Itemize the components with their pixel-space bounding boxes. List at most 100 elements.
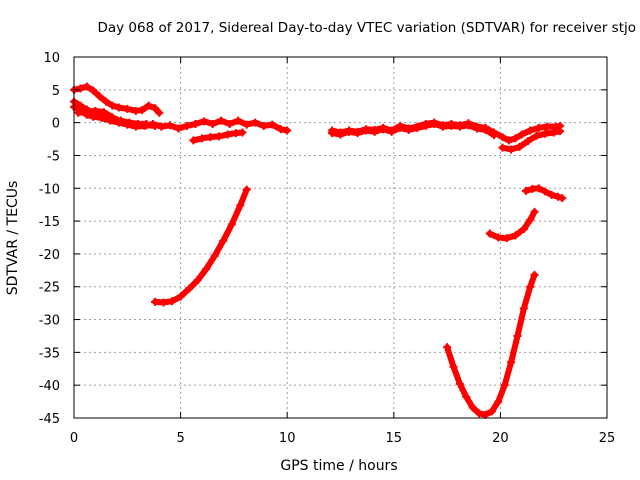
data-point: [438, 122, 447, 131]
data-point: [95, 92, 104, 101]
data-point: [165, 121, 174, 130]
data-point: [511, 134, 520, 143]
data-point: [191, 119, 200, 128]
data-point: [234, 116, 243, 125]
y-axis-label: SDTVAR / TECUs: [5, 181, 21, 296]
data-point: [370, 127, 379, 136]
data-point: [238, 128, 247, 137]
data-point: [498, 133, 507, 142]
data-point: [99, 108, 108, 117]
data-point: [481, 410, 490, 419]
data-point: [182, 121, 191, 130]
data-point: [151, 104, 160, 113]
y-tick-label: -35: [39, 346, 60, 361]
data-point: [553, 192, 562, 201]
data-point: [494, 397, 503, 406]
y-tick-label: -25: [39, 281, 60, 296]
data-point: [490, 131, 499, 140]
data-point: [353, 129, 362, 138]
grid: [74, 57, 607, 418]
data-series-line: [152, 186, 250, 306]
y-tick-label: -10: [39, 182, 60, 197]
data-point: [379, 125, 388, 134]
data-point: [547, 190, 556, 199]
data-point: [530, 270, 539, 279]
y-tick-label: -5: [47, 149, 60, 164]
data-point: [556, 127, 565, 136]
data-point: [462, 392, 471, 401]
data-point: [242, 185, 251, 194]
data-point: [558, 194, 567, 203]
data-point: [219, 236, 228, 245]
data-point: [125, 119, 134, 128]
data-point: [513, 331, 522, 340]
data-point: [210, 251, 219, 260]
data-point: [89, 86, 98, 95]
data-point: [526, 282, 535, 291]
y-tick-label: -20: [39, 248, 60, 263]
data-point: [268, 120, 277, 129]
data-point: [144, 101, 153, 110]
data-point: [396, 123, 405, 132]
data-point: [494, 233, 503, 242]
data-point: [276, 125, 285, 134]
data-point: [475, 409, 484, 418]
data-point: [76, 84, 85, 93]
x-axis-label: GPS time / hours: [280, 458, 397, 474]
data-point: [526, 126, 535, 135]
data-point: [138, 106, 147, 115]
data-point: [472, 124, 481, 133]
data-point: [504, 136, 513, 145]
data-point: [97, 114, 106, 123]
x-tick-label: 20: [492, 431, 509, 446]
data-point: [455, 379, 464, 388]
data-point: [543, 122, 552, 131]
data-point: [413, 123, 422, 132]
data-point: [541, 187, 550, 196]
data-point: [515, 142, 524, 151]
data-point: [185, 284, 194, 293]
data-point: [189, 136, 198, 145]
data-point: [498, 143, 507, 152]
x-tick-label: 10: [279, 431, 296, 446]
data-point: [208, 119, 217, 128]
data-point: [236, 201, 245, 210]
y-tick-label: 10: [43, 51, 60, 66]
data-point: [108, 113, 117, 122]
data-point: [214, 132, 223, 141]
data-point: [197, 134, 206, 143]
data-point: [283, 126, 292, 135]
data-point: [82, 82, 91, 91]
data-point: [345, 127, 354, 136]
ticks: 0 5 10 15 20 25 10 5 0 -5 -10 -15 -20 -25 -30 -35 -40 -45: [39, 51, 616, 446]
data-point: [174, 124, 183, 133]
data-point: [168, 297, 177, 306]
data-point: [519, 224, 528, 233]
plot-frame: [73, 56, 608, 419]
data-point: [517, 130, 526, 139]
x-tick-label: 5: [176, 431, 184, 446]
data-point: [133, 119, 142, 128]
data-point: [74, 108, 83, 117]
data-point: [193, 276, 202, 285]
data-point: [421, 121, 430, 130]
data-point: [507, 145, 516, 154]
data-point: [217, 116, 226, 125]
data-point: [114, 103, 123, 112]
data-point: [534, 123, 543, 132]
data-point: [521, 186, 530, 195]
y-tick-label: 0: [52, 117, 60, 132]
data-point: [223, 130, 232, 139]
x-tick-label: 0: [70, 431, 78, 446]
x-tick-label: 25: [599, 431, 616, 446]
data-point: [541, 129, 550, 138]
data-point: [200, 117, 209, 126]
data-point: [225, 119, 234, 128]
data-point: [502, 234, 511, 243]
data-point: [251, 118, 260, 127]
data-point: [534, 184, 543, 193]
data-point: [159, 298, 168, 307]
data-point: [530, 207, 539, 216]
data-point: [176, 292, 185, 301]
